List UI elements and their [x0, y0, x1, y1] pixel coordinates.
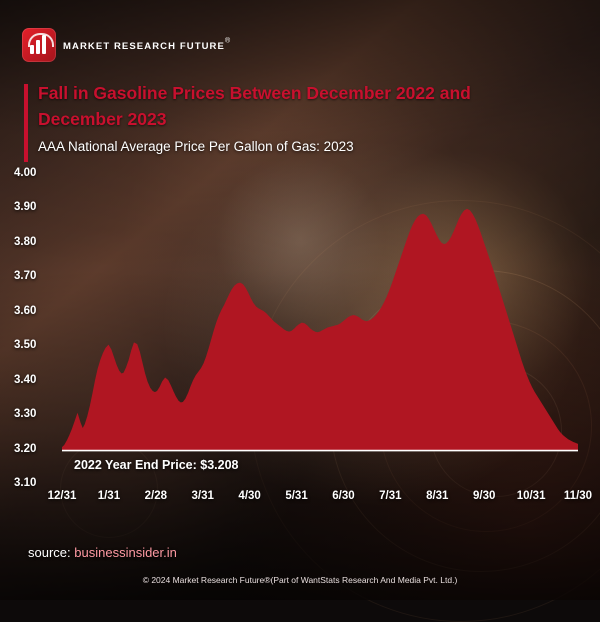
- x-tick-label: 8/31: [426, 490, 449, 502]
- chart-plot-area: [62, 175, 578, 485]
- y-tick-label: 3.40: [14, 373, 37, 386]
- x-tick-label: 3/31: [191, 490, 214, 502]
- x-tick-label: 2/28: [144, 490, 168, 502]
- title-accent-bar: [24, 84, 28, 162]
- y-tick-label: 4.00: [14, 167, 37, 179]
- x-tick-label: 7/31: [379, 490, 402, 502]
- x-tick-label: 5/31: [285, 490, 308, 502]
- y-tick-label: 3.50: [14, 339, 37, 352]
- x-tick-label: 11/30: [563, 490, 593, 502]
- y-tick-label: 3.90: [14, 201, 37, 214]
- area-fill: [62, 208, 578, 452]
- gasoline-price-chart: 4.00 3.90 3.80 3.70 3.60 3.50 3.40 3.30 3.20 3.10…: [14, 167, 592, 530]
- price-area-series: [62, 208, 578, 452]
- y-tick-label: 3.60: [14, 304, 37, 317]
- copyright-notice: © 2024 Market Research Future®(Part of W…: [142, 575, 458, 585]
- x-tick-label: 9/30: [472, 490, 496, 502]
- x-tick-label: 4/30: [238, 490, 261, 502]
- page-title: Fall in Gasoline Prices Between December…: [38, 83, 471, 129]
- page-subtitle: AAA National Average Price Per Gallon of…: [38, 139, 354, 154]
- title-block: Fall in Gasoline Prices Between December…: [24, 80, 558, 162]
- source-link[interactable]: businessinsider.in: [74, 545, 177, 560]
- y-tick-label: 3.20: [14, 442, 37, 455]
- x-tick-label: 10/31: [516, 490, 546, 502]
- x-tick-label: 1/31: [97, 490, 121, 502]
- y-tick-label: 3.70: [14, 270, 37, 283]
- brand-logo: MARKET RESEARCH FUTURE®: [22, 28, 230, 62]
- x-axis-labels: 12/31 1/31 2/28 3/31 4/30 5/31 6/30 7/31 8/31 9/3…: [48, 490, 592, 508]
- y-tick-label: 3.30: [14, 408, 37, 421]
- bar-chart-logo-icon: [22, 28, 56, 62]
- year-end-price-annotation: 2022 Year End Price: $3.208: [74, 458, 239, 472]
- x-tick-label: 6/30: [332, 490, 355, 502]
- source-line: source: businessinsider.in: [28, 545, 177, 560]
- brand-name: MARKET RESEARCH FUTURE: [63, 41, 225, 52]
- y-tick-label: 3.10: [14, 477, 37, 489]
- y-tick-label: 3.80: [14, 235, 37, 248]
- x-tick-label: 12/31: [47, 490, 77, 502]
- source-label: source:: [28, 545, 71, 560]
- registered-mark: ®: [224, 37, 231, 45]
